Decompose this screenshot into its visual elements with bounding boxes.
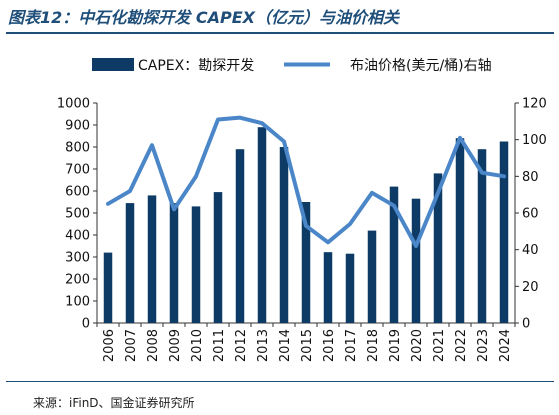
left-axis-tick-label: 300	[65, 251, 90, 266]
left-axis-tick-label: 200	[65, 273, 90, 288]
bar-capex	[257, 127, 267, 323]
x-axis-tick-label: 2014	[278, 329, 293, 362]
right-axis-tick-label: 80	[522, 170, 539, 185]
left-axis-tick-label: 100	[65, 295, 90, 310]
title-divider	[6, 32, 554, 34]
x-axis-tick-label: 2024	[498, 329, 513, 362]
legend-swatch-capex	[92, 58, 134, 71]
chart-title: 图表12：中石化勘探开发 CAPEX（亿元）与油价相关	[8, 8, 399, 27]
legend-label-oil: 布油价格(美元/桶)右轴	[350, 58, 492, 74]
x-axis-tick-label: 2013	[256, 329, 271, 362]
bar-capex	[169, 203, 179, 323]
axes: 0 100 200 300 400 500 600 700 800 900 1000 0 20 40 60 8…	[57, 97, 547, 363]
bar-capex	[125, 203, 135, 323]
x-axis-tick-label: 2009	[168, 329, 183, 362]
oil-price-line	[106, 115, 506, 248]
bar-capex	[103, 252, 113, 323]
right-axis-tick-label: 20	[522, 280, 539, 295]
legend-label-capex: CAPEX：勘探开发	[138, 58, 254, 74]
left-axis-tick-label: 600	[65, 185, 90, 200]
left-axis-tick-label: 0	[82, 317, 90, 332]
bar-capex	[191, 206, 201, 323]
right-axis-tick-label: 40	[522, 243, 539, 258]
footer-divider	[6, 381, 554, 382]
right-axis-tick-label: 100	[522, 133, 547, 148]
left-axis-tick-label: 800	[65, 141, 90, 156]
x-axis-tick-label: 2023	[476, 329, 491, 362]
left-axis-tick-label: 1000	[57, 97, 90, 112]
chart-canvas: CAPEX：勘探开发 布油价格(美元/桶)右轴 0100200300400500…	[57, 58, 547, 363]
x-axis-tick-label: 2020	[410, 329, 425, 362]
bar-capex	[213, 192, 223, 323]
bar-capex	[323, 252, 333, 323]
x-axis-tick-label: 2017	[344, 329, 359, 362]
bar-capex	[345, 253, 355, 323]
x-axis-tick-label: 2016	[322, 329, 337, 362]
bar-capex	[389, 186, 399, 323]
right-axis-tick-label: 60	[522, 207, 539, 222]
right-axis-tick-label: 120	[522, 97, 547, 112]
bar-capex	[235, 149, 245, 323]
x-axis-tick-label: 2022	[454, 329, 469, 362]
left-axis-tick-label: 400	[65, 229, 90, 244]
source-note: 来源：iFinD、国金证券研究所	[33, 396, 195, 410]
x-axis-tick-label: 2021	[432, 329, 447, 362]
bar-capex	[301, 202, 311, 323]
x-axis-tick-label: 2006	[102, 329, 117, 362]
left-axis-tick-label: 700	[65, 163, 90, 178]
bar-capex	[499, 141, 509, 323]
left-axis-tick-label: 500	[65, 207, 90, 222]
x-axis-tick-label: 2012	[234, 329, 249, 362]
bar-capex	[477, 149, 487, 323]
bar-capex	[367, 230, 377, 323]
legend: CAPEX：勘探开发 布油价格(美元/桶)右轴	[92, 58, 492, 74]
oil-price-series-line	[106, 115, 506, 248]
x-axis-tick-label: 2015	[300, 329, 315, 362]
bars	[103, 127, 509, 323]
bar-capex	[455, 138, 465, 323]
x-axis-tick-label: 2007	[124, 329, 139, 362]
left-axis-tick-label: 900	[65, 119, 90, 134]
x-axis-tick-label: 2011	[212, 329, 227, 362]
bar-capex	[147, 195, 157, 323]
bar-capex	[411, 198, 421, 323]
right-axis-tick-label: 0	[522, 317, 530, 332]
x-axis-tick-label: 2018	[366, 329, 381, 362]
x-axis-tick-label: 2019	[388, 329, 403, 362]
x-axis-tick-label: 2008	[146, 329, 161, 362]
x-axis-tick-label: 2010	[190, 329, 205, 362]
bar-capex	[279, 147, 289, 323]
bar-capex	[433, 173, 443, 323]
